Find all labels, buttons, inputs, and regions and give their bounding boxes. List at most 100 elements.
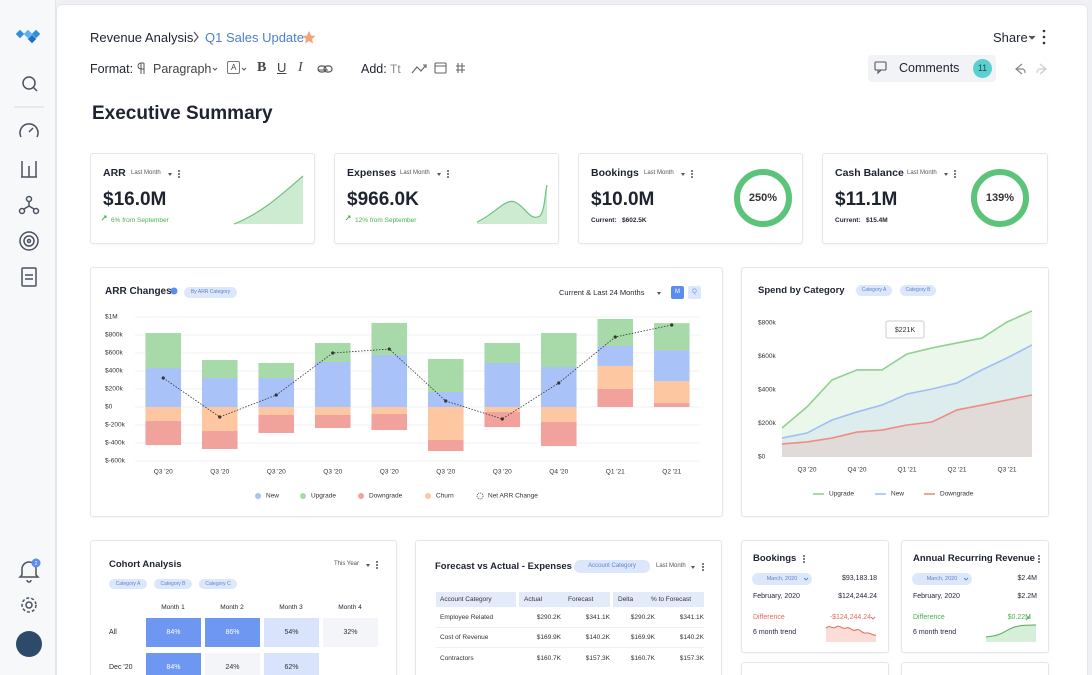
period-select[interactable]: Last Month [656,563,686,569]
chart-badge[interactable]: Category B [900,285,936,296]
menu[interactable] [376,561,378,563]
difference-value: $0.22M [1007,614,1031,621]
kpi-current-label: Current: [591,217,617,224]
kpi-period[interactable]: Last Month [907,170,937,176]
avatar[interactable] [16,631,42,657]
comment-count: 11 [973,59,992,78]
kpi-card: Bookings Last Month $10.0M Current: $602… [578,153,803,244]
caret [168,173,172,176]
metric-value: $2.2M [1017,593,1037,600]
kpi-label: ARR [103,167,126,179]
kpi-current-label: Current: [835,217,861,224]
filter[interactable]: Category C [199,579,237,589]
chart-badge[interactable]: Category A [856,285,892,296]
kpi-change: 12% from September [355,217,417,224]
column-header: Month 4 [338,604,362,611]
font-button[interactable]: A [227,61,241,74]
card-title: Annual Recurring Revenue [913,553,1035,564]
period-select[interactable]: March, 2020 [752,573,812,585]
toggle-m[interactable]: M [671,286,684,299]
cohort-cell: 24% [205,653,260,675]
column-header[interactable]: Account Category [440,596,492,603]
metric-value: $2.4M [1017,575,1037,582]
cohort-cell: 84% [146,618,201,647]
chart-card: Spend by Category Category A Category B [741,267,1049,517]
period-select[interactable]: March, 2020 [912,573,972,585]
period-select[interactable]: Current & Last 24 Months [559,288,645,297]
column-header: Month 3 [279,604,303,611]
kpi-value: $10.0M [591,189,655,210]
kpi-label: Bookings [591,167,639,179]
caret [944,173,948,176]
column-header: Month 2 [220,604,244,611]
column-header: Month 1 [161,604,185,611]
row-divider [436,647,704,648]
period-select[interactable]: This Year [334,561,360,567]
paragraph-select[interactable]: Paragraph [153,62,212,76]
bold-button[interactable]: B [257,60,267,75]
breadcrumb[interactable]: Revenue Analysis [90,30,194,45]
comments-label[interactable]: Comments [899,61,960,75]
cell: $169.9K [630,634,655,641]
caret [437,173,441,176]
metric-card: Annual Recurring Revenue March, 2020 $2.… [901,540,1049,653]
cell: $290.2K [536,614,561,621]
filter[interactable]: Account Category [574,560,650,573]
column-header[interactable]: Forecast [568,596,594,603]
menu[interactable] [1038,555,1040,557]
kpi-label: Cash Balance [835,167,904,179]
period-label: February, 2020 [913,593,960,600]
cell: $140.2K [585,634,610,641]
cohort-cell: 32% [323,618,378,647]
chart-badge[interactable]: By ARR Category [184,287,237,298]
kpi-change: 6% from September [111,217,169,224]
menu[interactable] [691,170,693,172]
filter[interactable]: Category B [154,579,192,589]
underline-button[interactable]: U [277,60,287,75]
cohort-cell: 62% [264,653,319,675]
kpi-current: $602.5K [622,217,647,224]
forecast-card: Forecast vs Actual - Expenses Account Ca… [415,540,722,675]
menu[interactable] [803,555,805,557]
kpi-card: Expenses Last Month $966.0K 12% from Sep… [334,153,559,244]
cell: $160.7K [630,655,655,662]
menu[interactable] [954,170,956,172]
row-label: Dec '20 [109,664,133,671]
kpi-period[interactable]: Last Month [131,170,161,176]
cell: $160.7K [536,655,561,662]
text-button[interactable]: Tt [390,62,401,76]
kpi-value: $11.1M [835,189,898,210]
sidebar [0,0,56,675]
toggle-q[interactable]: Q [688,286,701,299]
italic-button[interactable]: I [298,60,303,75]
card-title: Forecast vs Actual - Expenses [435,561,572,572]
cell: $157.3K [585,655,610,662]
metric-value: $93,183.18 [841,575,877,582]
row-divider [436,627,704,628]
column-header[interactable]: Actual [524,596,543,603]
trend-label: 6 month trend [913,629,957,636]
metric-card [901,662,1049,675]
column-header[interactable]: % to Forecast [651,596,692,603]
menu[interactable] [447,170,449,172]
kpi-card: Cash Balance Last Month $11.1M Current: … [822,153,1048,244]
metric-value: $124,244.24 [838,593,877,600]
chart-title: Spend by Category [758,285,845,296]
cell: $341.1K [679,614,704,621]
row-label: Cost of Revenue [440,634,489,641]
row-label: Employee Related [440,614,494,621]
header-cell [519,592,610,607]
page-name[interactable]: Q1 Sales Update [205,30,305,45]
kpi-period[interactable]: Last Month [400,170,430,176]
kpi-period[interactable]: Last Month [644,170,674,176]
menu[interactable] [702,563,704,565]
cohort-card: Cohort Analysis This Year Category A Cat… [90,540,397,675]
column-header[interactable]: Delta [618,596,634,603]
filter[interactable]: Category A [109,579,147,589]
trend-label: 6 month trend [753,629,797,636]
menu[interactable] [178,170,180,172]
cell: $140.2K [679,634,704,641]
share-button[interactable]: Share [993,30,1028,45]
cohort-cell: 86% [205,618,260,647]
